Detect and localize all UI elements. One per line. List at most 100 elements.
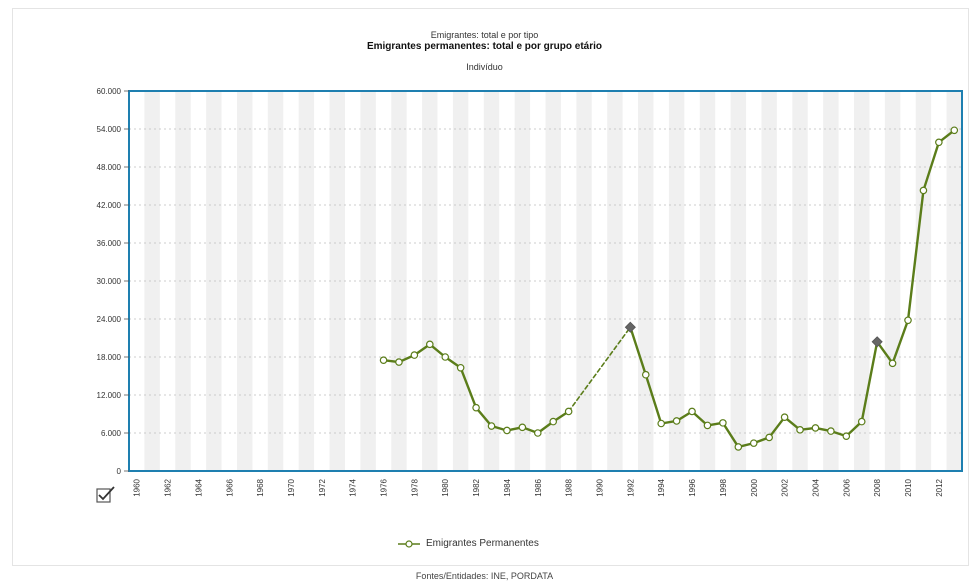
data-point: [379, 356, 388, 364]
x-axis-ticks: 1960 1962 1964 1966 1968 1970 1972 1974 1976 1978…: [133, 478, 944, 496]
x-tick-label: 2006: [842, 478, 851, 496]
horizontal-gridlines: [129, 128, 962, 434]
data-point: [518, 423, 527, 432]
x-tick-label: 1978: [410, 478, 419, 496]
series-segment: [459, 366, 478, 409]
data-point: [657, 419, 665, 428]
y-tick-label: 0: [117, 467, 122, 476]
y-tick-label: 54.000: [97, 125, 122, 134]
y-tick-label: 18.000: [97, 353, 122, 362]
data-point: [749, 439, 758, 447]
series-segment: [891, 319, 910, 365]
year-band: [514, 91, 531, 471]
legend[interactable]: Emigrantes Permanentes: [398, 538, 539, 549]
x-tick-label: 1964: [194, 478, 203, 496]
series-segment: [922, 141, 941, 192]
series-segment-dashed: [567, 326, 632, 413]
y-tick-label: 60.000: [97, 87, 122, 96]
legend-marker-icon: [398, 539, 420, 548]
data-point: [950, 126, 959, 135]
data-point: [935, 138, 943, 147]
chart-unit: Indivíduo: [466, 62, 503, 72]
data-point: [549, 417, 558, 426]
data-point: [919, 186, 928, 195]
x-tick-label: 1980: [441, 478, 450, 496]
y-tick-label: 30.000: [97, 277, 122, 286]
data-point: [780, 413, 789, 421]
data-point: [441, 353, 450, 361]
year-band: [730, 91, 747, 471]
y-tick-label: 12.000: [97, 391, 122, 400]
x-tick-label: 1972: [318, 478, 327, 496]
year-band: [884, 91, 901, 471]
x-tick-label: 1976: [380, 478, 389, 496]
year-band: [206, 91, 222, 471]
y-tick-label: 42.000: [97, 201, 122, 210]
data-point: [857, 417, 866, 426]
data-point: [503, 426, 511, 435]
year-band: [668, 91, 685, 471]
data-point: [395, 358, 403, 366]
data-point: [564, 407, 573, 416]
x-tick-label: 1998: [719, 478, 728, 496]
x-tick-label: 2012: [935, 478, 944, 496]
x-tick-label: 1974: [349, 478, 358, 496]
source-note: Fontes/Entidades: INE, PORDATA: [415, 571, 554, 581]
series-segment: [906, 189, 925, 322]
year-band: [175, 91, 191, 471]
x-tick-label: 1962: [164, 478, 173, 496]
series-emigrantes-permanentes: [379, 126, 959, 451]
data-point: [765, 433, 773, 442]
legend-label: Emigrantes Permanentes: [426, 538, 539, 549]
x-tick-label: 1992: [626, 478, 635, 496]
y-tick-label: 48.000: [97, 163, 122, 172]
y-tick-label: 36.000: [97, 239, 122, 248]
x-tick-label: 2004: [811, 478, 820, 496]
x-tick-label: 2010: [904, 478, 913, 496]
series-segment: [860, 340, 879, 423]
year-band: [360, 91, 376, 471]
year-band: [329, 91, 345, 471]
data-point: [688, 407, 696, 416]
x-tick-label: 1968: [256, 478, 265, 496]
data-point: [719, 419, 727, 427]
data-point: [487, 422, 496, 430]
x-tick-label: 2002: [781, 478, 790, 496]
data-point: [796, 426, 804, 434]
x-tick-label: 1994: [657, 478, 666, 496]
data-point: [641, 370, 650, 379]
year-band: [391, 91, 407, 471]
x-tick-label: 2000: [750, 478, 759, 496]
data-point: [842, 432, 851, 440]
data-point: [904, 316, 912, 325]
series-segment: [629, 326, 647, 376]
y-tick-label: 24.000: [97, 315, 122, 324]
data-point: [472, 403, 480, 412]
data-point: [672, 417, 681, 425]
series-segment: [474, 406, 493, 428]
data-point-special: [624, 321, 636, 333]
data-point: [410, 351, 419, 359]
data-point: [703, 421, 712, 430]
chart-titles: Emigrantes: total e por tipo Emigrantes …: [0, 30, 969, 73]
chart-supertitle: Emigrantes: total e por tipo: [430, 30, 539, 40]
year-band: [298, 91, 315, 471]
x-tick-label: 1960: [133, 478, 142, 496]
year-band: [483, 91, 500, 471]
x-tick-label: 1988: [565, 478, 574, 496]
data-point: [456, 363, 465, 372]
data-point: [533, 429, 542, 437]
data-point-special: [871, 336, 883, 348]
y-axis-ticks: 0 6.000 12.000 18.000 24.000 30.000 36.000 42.0…: [97, 87, 129, 476]
chart-title: Emigrantes permanentes: total e por grup…: [366, 41, 603, 52]
series-segment: [767, 415, 786, 439]
year-band: [699, 91, 716, 471]
x-tick-label: 1996: [688, 478, 697, 496]
checkbox-icon[interactable]: [96, 486, 115, 503]
series-segment: [875, 340, 894, 365]
y-tick-label: 6.000: [101, 429, 122, 438]
x-tick-label: 1966: [225, 478, 234, 496]
year-band: [545, 91, 561, 471]
x-tick-label: 1970: [287, 478, 296, 496]
